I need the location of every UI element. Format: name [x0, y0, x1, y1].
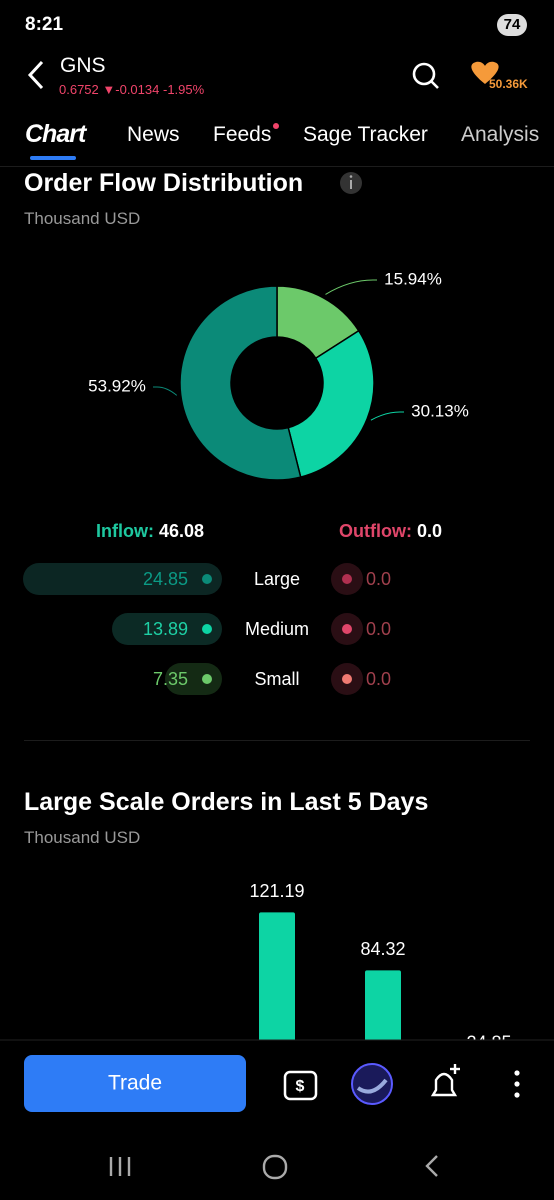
ai-orb-swirl: [356, 1078, 388, 1094]
outflow-dot: [342, 674, 352, 684]
inflow-dot: [202, 624, 212, 634]
search-icon[interactable]: [412, 62, 436, 86]
wallet-icon[interactable]: [283, 1070, 318, 1101]
inflow-total: 46.08: [159, 521, 205, 541]
more-icon[interactable]: [514, 1070, 520, 1076]
bar-value-label: 121.19: [249, 881, 304, 901]
search-icon-handle: [430, 80, 439, 89]
donut-chart: 15.94% 30.13% 53.92%: [88, 269, 469, 481]
heart-icon[interactable]: [471, 61, 499, 84]
section-subtitle: Thousand USD: [24, 828, 141, 847]
price-line: 0.6752 ▼-0.0134 -1.95%: [59, 82, 204, 97]
flow-label: Large: [253, 569, 301, 589]
flow-bar: [23, 563, 222, 595]
bar: [365, 970, 401, 1040]
section-subtitle: Thousand USD: [24, 209, 141, 228]
tab[interactable]: Feeds: [213, 123, 272, 146]
inflow-value: 7.35: [152, 669, 188, 689]
tab[interactable]: News: [127, 123, 180, 146]
ai-orb[interactable]: [351, 1063, 393, 1105]
inflow-label: Inflow:: [96, 521, 154, 541]
system-nav: [109, 1154, 438, 1180]
change: ▼-0.0134: [102, 82, 160, 97]
outflow-value: 0.0: [366, 619, 392, 639]
outflow-value: 0.0: [366, 569, 392, 589]
status-time: 8:21: [25, 14, 64, 35]
outflow-total: 0.0: [417, 521, 443, 541]
inflow-value: 13.89: [142, 619, 188, 639]
bar: [259, 912, 295, 1040]
change-percent: -1.95%: [162, 82, 205, 97]
inflow-dot: [202, 674, 212, 684]
leader-line: [370, 411, 404, 421]
likes[interactable]: 50.36K: [489, 77, 528, 91]
more-icon: [514, 1081, 520, 1087]
inflow-value: 24.85: [142, 569, 188, 589]
bar-chart: 121.19 84.32 24.85: [249, 881, 512, 1053]
outflow-value: 0.0: [366, 669, 392, 689]
bar-value-label: 84.32: [360, 939, 405, 959]
info-icon-dot: [349, 175, 353, 178]
price: 0.6752: [59, 82, 99, 97]
outflow-summary: Outflow: 0.0: [339, 521, 442, 542]
flow-bar: [165, 663, 222, 695]
tab[interactable]: Analysis: [461, 123, 540, 146]
leader-line: [153, 386, 178, 396]
wallet-glyph: $: [296, 1078, 305, 1095]
bar-value-label: 24.85: [466, 1033, 511, 1053]
section-title: Order Flow Distribution: [24, 169, 304, 197]
trade-label: Trade: [108, 1072, 162, 1095]
slice-label: 53.92%: [88, 376, 146, 395]
divider: [24, 740, 530, 741]
tab-underline: [30, 156, 76, 160]
inflow-dot: [202, 574, 212, 584]
trade-button[interactable]: [24, 1055, 246, 1112]
leader-line: [325, 279, 377, 295]
back-icon[interactable]: [27, 60, 44, 90]
outflow-dot: [342, 624, 352, 634]
badge-dot: [273, 123, 279, 129]
battery: 74: [497, 14, 527, 36]
divider: [0, 166, 554, 167]
donut-slice: [287, 329, 375, 478]
tab-active[interactable]: Chart: [25, 120, 86, 148]
alert-icon[interactable]: [430, 1072, 458, 1097]
donut-slice: [179, 285, 302, 481]
slice-label: 15.94%: [384, 269, 442, 288]
section-title: Large Scale Orders in Last 5 Days: [24, 788, 429, 816]
tab[interactable]: Sage Tracker: [303, 123, 428, 146]
more-icon: [514, 1092, 520, 1098]
flow-label: Small: [254, 669, 300, 689]
outflow-label: Outflow:: [339, 521, 412, 541]
slice-label: 30.13%: [411, 401, 469, 420]
outflow-dot: [342, 574, 352, 584]
inflow-summary: Inflow: 46.08: [96, 521, 204, 542]
flow-label: Medium: [244, 619, 310, 639]
symbol: GNS: [60, 54, 106, 77]
